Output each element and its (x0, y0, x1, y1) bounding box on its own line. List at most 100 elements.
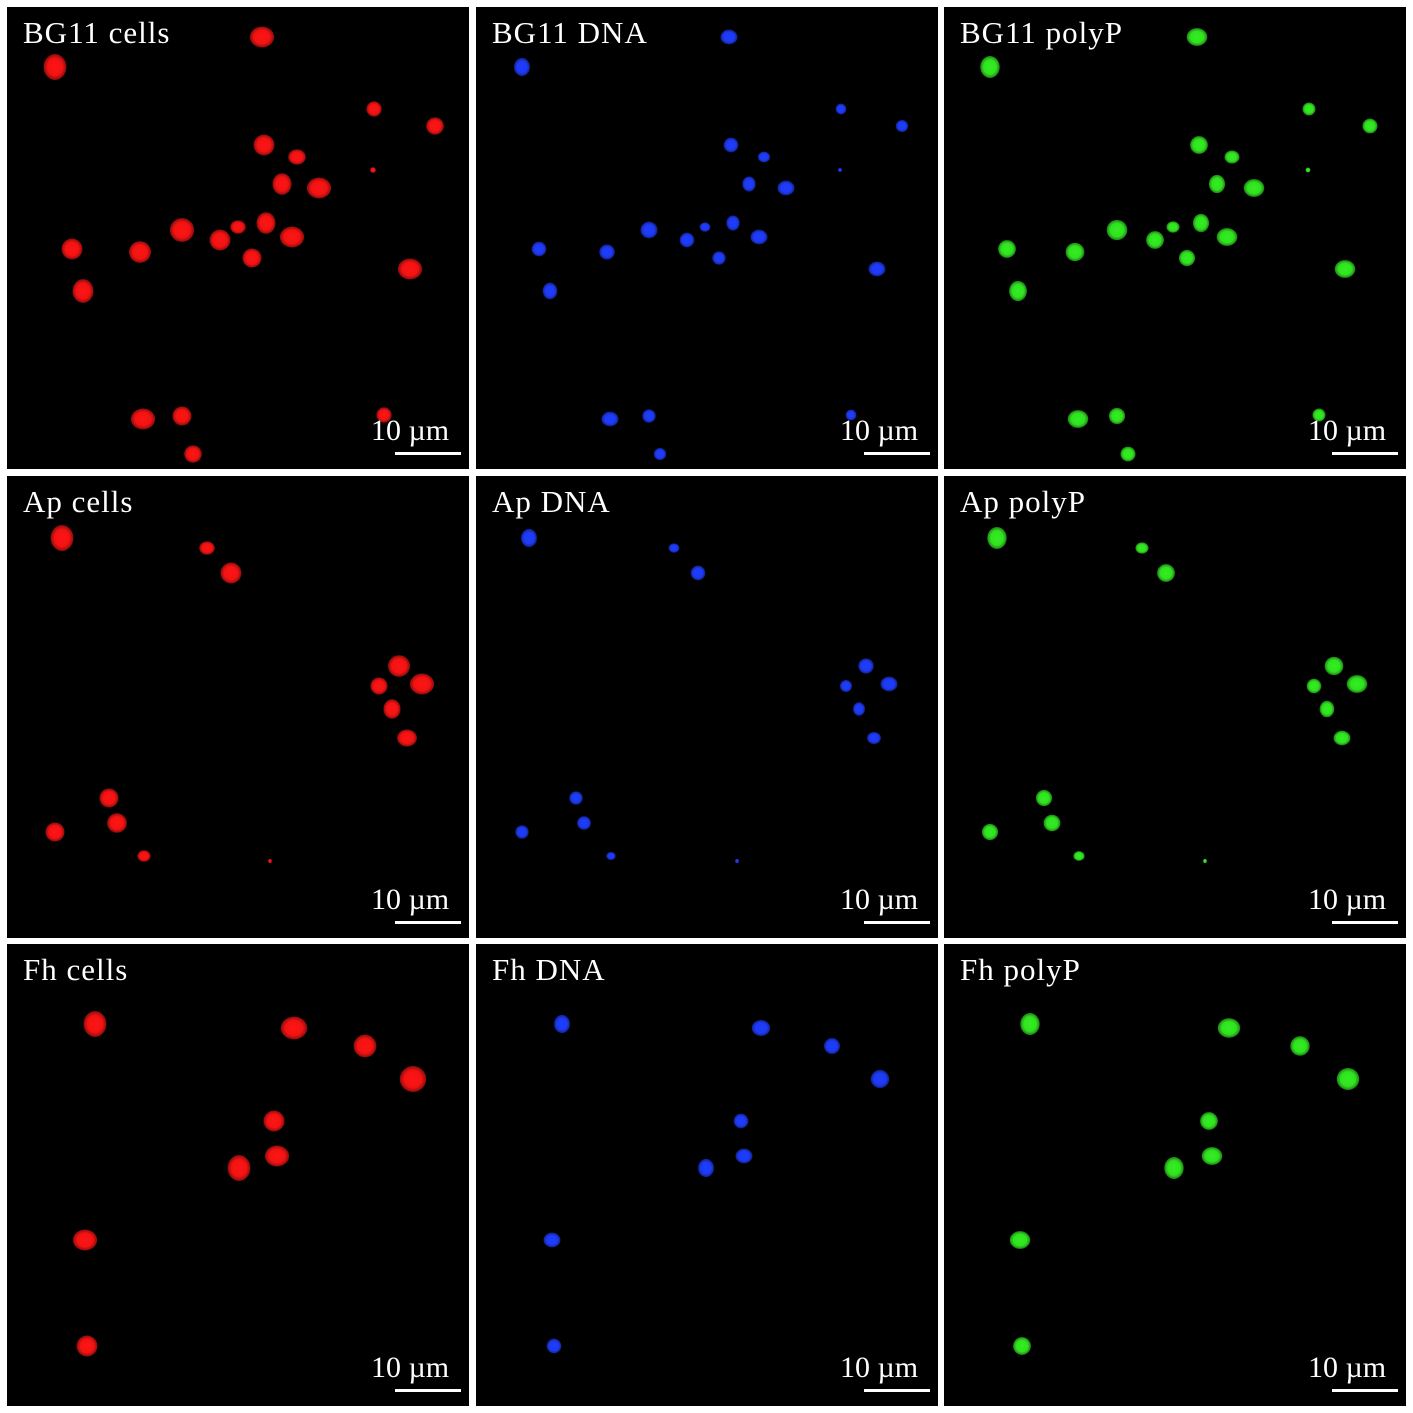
panel-bg11-polyp: BG11 polyP 10 µm (944, 7, 1406, 469)
cells-spot (83, 1011, 107, 1037)
dna-spot (735, 1148, 753, 1164)
cells-spot (130, 408, 156, 430)
scale-bar-line (395, 921, 461, 924)
cells-spot (50, 525, 74, 551)
cells-spot (227, 1155, 251, 1181)
dna-spot (642, 409, 656, 423)
cells-image (72, 1011, 427, 1357)
dna-spot (733, 1113, 749, 1129)
polyp-image (1009, 1012, 1360, 1355)
cells-spot (249, 26, 275, 48)
dna-spot (742, 176, 756, 192)
cells-spot (72, 279, 94, 303)
polyp-spot (1334, 260, 1356, 278)
polyp-spot (1324, 656, 1344, 676)
cells-spot (397, 258, 423, 280)
polyp-spot (1020, 1012, 1040, 1036)
dna-spot (824, 1038, 840, 1054)
dna-spot (542, 282, 558, 300)
dna-spot (858, 658, 874, 674)
dna-spot (577, 816, 591, 830)
scale-bar: 10 µm (1308, 416, 1398, 455)
cells-spot (43, 54, 67, 80)
scale-bar: 10 µm (840, 1353, 930, 1392)
dna-spot (845, 409, 857, 421)
scale-bar: 10 µm (840, 885, 930, 924)
panel-fh-cells: Fh cells 10 µm (7, 944, 469, 1406)
polyp-image (980, 28, 1378, 462)
dna-spot (531, 241, 547, 257)
dna-spot (735, 858, 739, 864)
cells-spot (209, 229, 231, 251)
polyp-spot (1305, 167, 1311, 173)
scale-bar: 10 µm (840, 416, 930, 455)
panel-title: Ap cells (23, 484, 134, 519)
dna-spot (757, 151, 771, 163)
polyp-spot (1043, 814, 1061, 832)
polyp-spot (1065, 242, 1085, 262)
cells-spot (306, 177, 332, 199)
polyp-spot (1146, 231, 1164, 249)
polyp-spot (1106, 219, 1128, 241)
cells-spot (426, 117, 444, 135)
cells-spot (256, 212, 276, 234)
polyp-spot (980, 55, 1000, 79)
dna-spot (521, 528, 537, 548)
polyp-spot (1336, 1067, 1360, 1091)
cells-spot (99, 788, 119, 808)
dna-spot (723, 137, 739, 153)
cells-spot (242, 248, 262, 268)
scale-bar-label: 10 µm (370, 1351, 450, 1384)
polyp-image (981, 526, 1368, 864)
cells-spot (388, 655, 410, 677)
polyp-spot (1190, 136, 1208, 154)
dna-spot (712, 251, 726, 265)
scale-bar: 10 µm (371, 885, 461, 924)
dna-spot (835, 103, 847, 115)
scale-bar-label: 10 µm (1307, 1351, 1387, 1384)
polyp-spot (1120, 446, 1136, 462)
cells-spot (370, 167, 376, 173)
cells-spot (253, 134, 275, 156)
dna-spot (880, 676, 898, 692)
scale-bar-label: 10 µm (370, 883, 450, 916)
dna-spot (690, 565, 706, 581)
dna-spot (640, 221, 658, 239)
panel-title: Fh cells (23, 952, 129, 987)
dna-spot (868, 261, 886, 277)
cells-spot (268, 858, 272, 864)
cells-spot (353, 1034, 377, 1058)
scale-bar-line (864, 1389, 930, 1392)
polyp-spot (987, 526, 1007, 550)
scale-bar-line (864, 921, 930, 924)
cells-spot (220, 562, 242, 584)
scale-bar-line (1332, 1389, 1398, 1392)
polyp-spot (1067, 410, 1089, 428)
cells-spot (279, 226, 305, 248)
cells-spot (72, 1229, 98, 1251)
dna-spot (750, 229, 768, 245)
scale-bar-line (395, 1389, 461, 1392)
scale-bar-label: 10 µm (839, 1351, 919, 1384)
panel-fh-dna: Fh DNA 10 µm (476, 944, 938, 1406)
polyp-spot (1201, 1147, 1223, 1165)
polyp-spot (1009, 1231, 1031, 1249)
scale-bar-line (864, 452, 930, 455)
panel-title: Ap DNA (492, 484, 611, 519)
dna-spot (515, 825, 529, 839)
panel-title: Fh polyP (960, 952, 1081, 987)
cells-spot (409, 673, 435, 695)
dna-spot (751, 1020, 771, 1036)
cells-spot (172, 406, 192, 426)
panel-bg11-cells: BG11 cells 10 µm (7, 7, 469, 469)
cells-spot (137, 850, 151, 862)
cells-spot (230, 220, 246, 234)
cells-spot (129, 241, 151, 263)
polyp-spot (1178, 249, 1196, 267)
scale-bar-line (395, 452, 461, 455)
panel-bg11-dna: BG11 DNA 10 µm (476, 7, 938, 469)
polyp-spot (1312, 408, 1326, 422)
polyp-spot (1290, 1036, 1310, 1056)
dna-image (515, 528, 898, 864)
cells-spot (45, 822, 65, 842)
